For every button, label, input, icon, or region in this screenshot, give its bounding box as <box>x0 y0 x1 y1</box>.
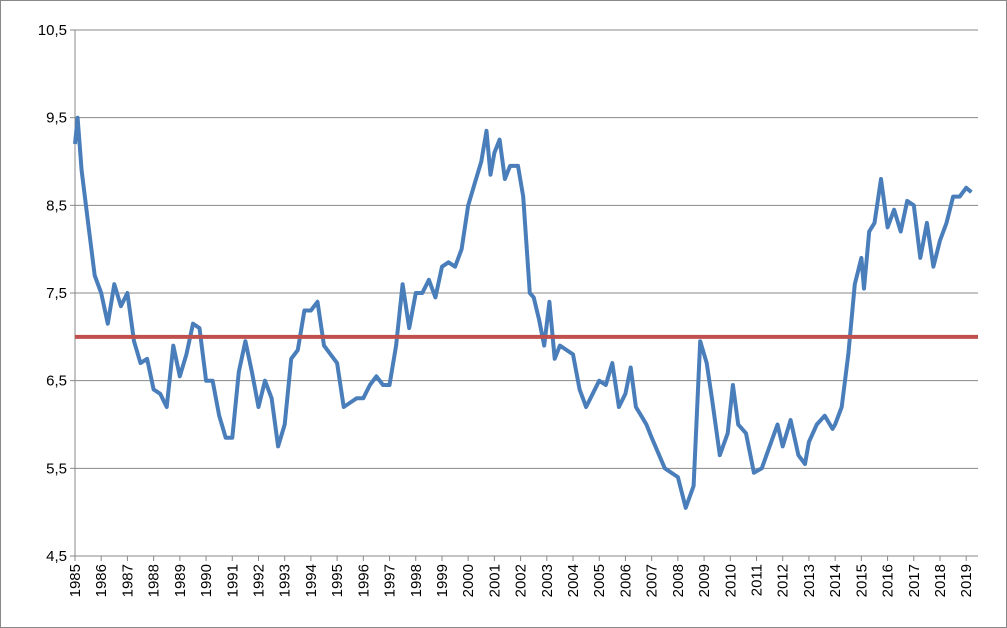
x-tick-label: 2018 <box>932 564 949 597</box>
x-tick-label: 2014 <box>827 564 844 597</box>
x-tick-label: 1992 <box>250 564 267 597</box>
x-tick-label: 2011 <box>749 564 766 596</box>
x-tick-label: 2003 <box>539 564 556 597</box>
y-tick-label: 4,5 <box>46 548 67 565</box>
x-tick-label: 2017 <box>906 564 923 597</box>
x-tick-label: 2004 <box>565 564 582 597</box>
x-tick-label: 2008 <box>670 564 687 597</box>
y-tick-label: 10,5 <box>38 22 67 39</box>
x-tick-label: 1989 <box>172 564 189 597</box>
x-tick-label: 1993 <box>277 564 294 597</box>
x-tick-label: 2016 <box>880 564 897 597</box>
x-tick-label: 2015 <box>853 564 870 597</box>
y-tick-label: 8,5 <box>46 197 67 214</box>
x-tick-label: 1991 <box>224 564 241 597</box>
x-tick-label: 2019 <box>958 564 975 597</box>
x-tick-label: 2001 <box>486 564 503 597</box>
x-tick-label: 1987 <box>119 564 136 597</box>
y-tick-label: 9,5 <box>46 110 67 127</box>
x-tick-label: 1999 <box>434 564 451 597</box>
x-tick-label: 2007 <box>644 564 661 597</box>
x-tick-label: 2010 <box>722 564 739 597</box>
x-tick-label: 2002 <box>513 564 530 597</box>
y-tick-label: 6,5 <box>46 373 67 390</box>
x-tick-label: 2006 <box>617 564 634 597</box>
x-tick-label: 1996 <box>355 564 372 597</box>
y-tick-label: 5,5 <box>46 460 67 477</box>
x-tick-label: 1990 <box>198 564 215 597</box>
x-tick-label: 1998 <box>408 564 425 597</box>
x-tick-label: 1985 <box>67 564 84 597</box>
data-line <box>73 115 973 510</box>
x-tick-label: 2000 <box>460 564 477 597</box>
x-tick-label: 2009 <box>696 564 713 597</box>
x-tick-label: 1986 <box>93 564 110 597</box>
x-tick-label: 1995 <box>329 564 346 597</box>
x-tick-label: 2005 <box>591 564 608 597</box>
y-tick-label: 7,5 <box>46 285 67 302</box>
x-tick-label: 1994 <box>303 564 320 597</box>
x-tick-label: 1988 <box>146 564 163 597</box>
x-tick-label: 2012 <box>775 564 792 597</box>
x-tick-label: 2013 <box>801 564 818 597</box>
x-tick-label: 1997 <box>382 564 399 597</box>
